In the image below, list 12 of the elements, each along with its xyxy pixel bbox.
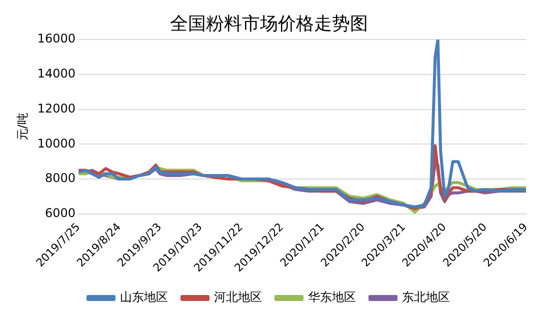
chart-title: 全国粉料市场价格走势图 [170,13,368,34]
y-tick-label: 6000 [45,206,76,220]
y-tick-label: 10000 [37,136,76,150]
legend-label: 山东地区 [120,290,168,304]
y-tick-label: 12000 [37,101,76,116]
y-tick-label: 8000 [45,171,76,186]
y-tick-label: 16000 [37,32,76,46]
y-axis-title: 元/吨 [15,112,30,141]
legend-label: 华东地区 [308,290,356,304]
y-tick-label: 14000 [37,66,76,81]
legend-label: 东北地区 [402,290,450,304]
legend-label: 河北地区 [214,290,262,304]
